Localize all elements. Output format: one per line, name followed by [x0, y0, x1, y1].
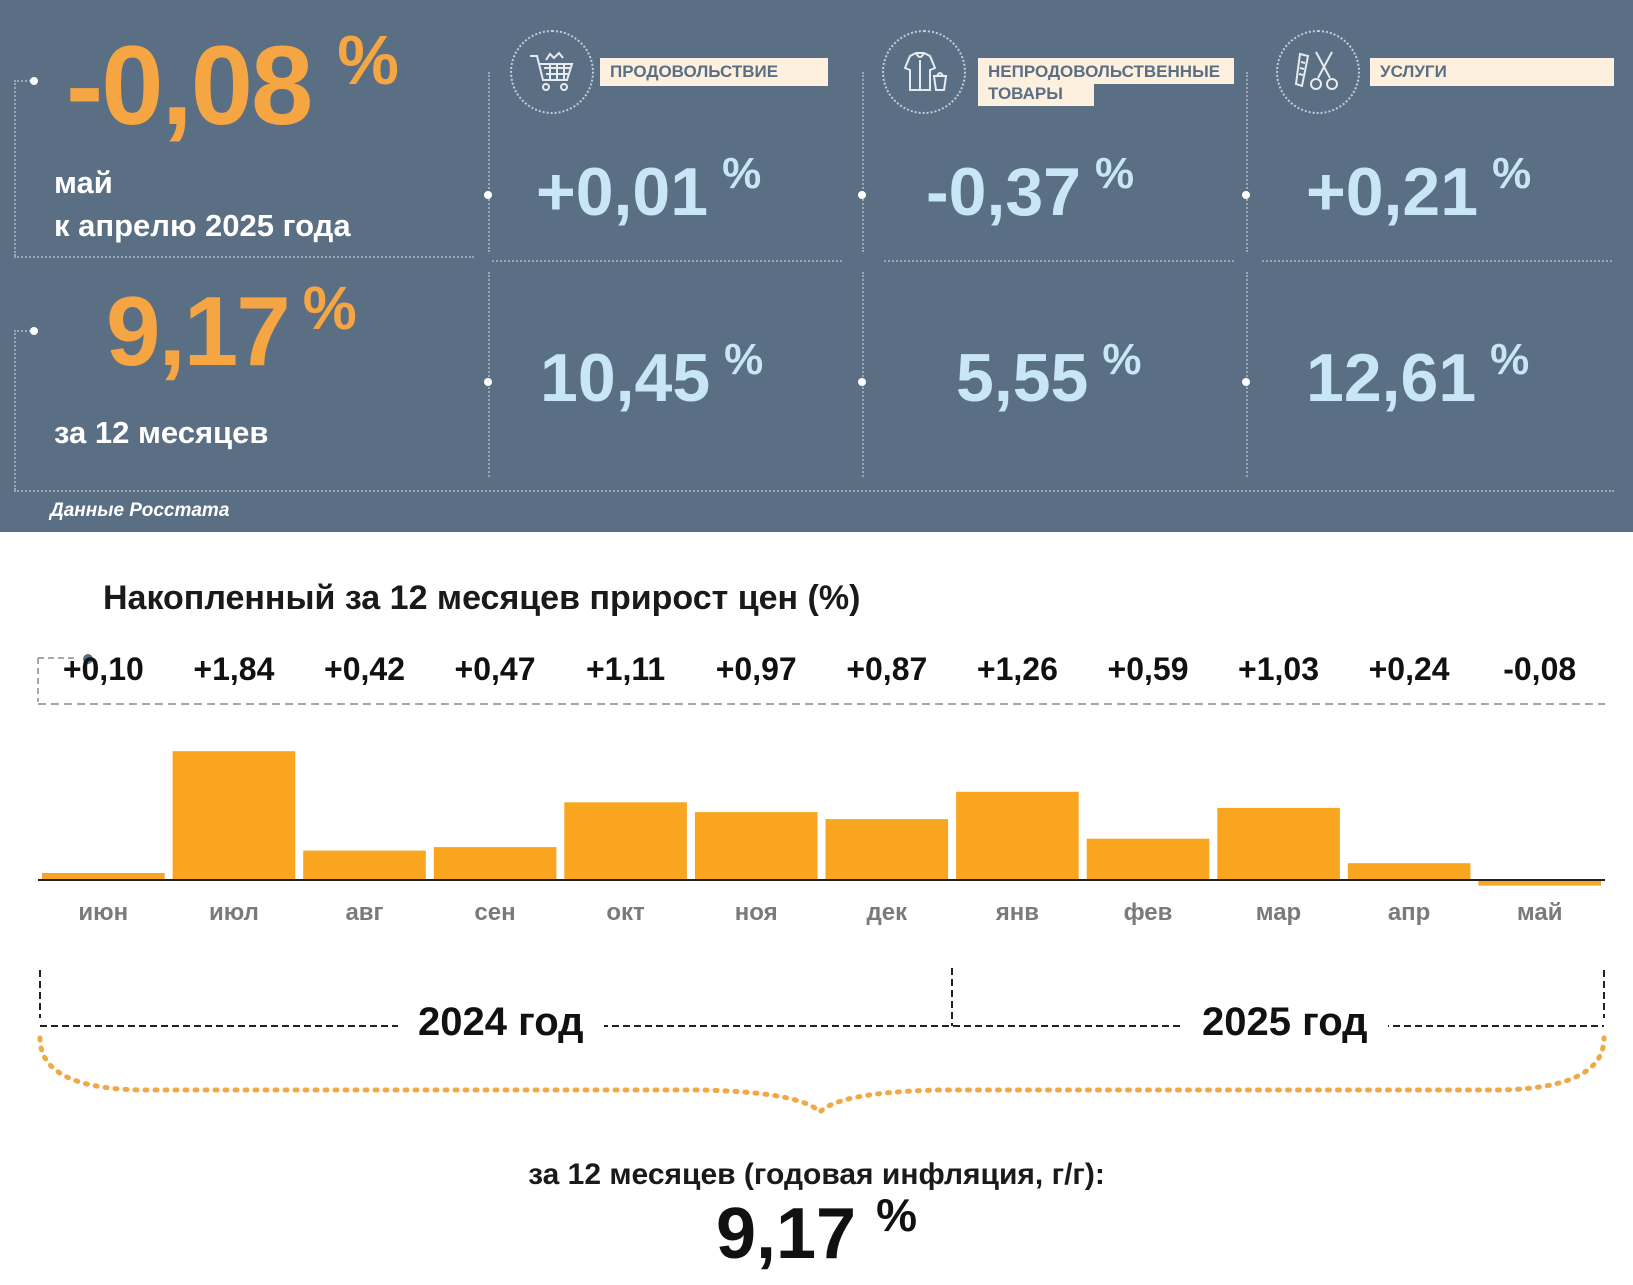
year-bracket-ticks: [39, 968, 1605, 1026]
chart-title: Накопленный за 12 месяцев прирост цен (%…: [103, 579, 861, 617]
monthly-cpi-label: май к апрелю 2025 года: [54, 165, 351, 243]
data-label-дек: +0,87: [846, 651, 927, 687]
tick-label-фев: фев: [1124, 899, 1173, 926]
data-label-июл: +1,84: [193, 651, 274, 687]
tick-label-июл: июл: [209, 899, 259, 926]
marker-dot: [858, 378, 866, 386]
category-label-services: УСЛУГИ: [1370, 58, 1614, 86]
marker-dot: [858, 191, 866, 199]
data-label-июн: +0,10: [63, 651, 144, 687]
marker-dot: [484, 378, 492, 386]
nonfood-annual-value: 5,55%: [956, 335, 1142, 416]
data-label-май: -0,08: [1503, 651, 1576, 687]
bar-июн: [42, 873, 165, 880]
category-label-nonfood-line2: ТОВАРЫ: [978, 80, 1094, 106]
bar-chart: +0,10 июн +1,84 июл +0,42 авг +0,47 сен +1,11 окт…: [37, 651, 1607, 1116]
food-annual-value: 10,45%: [540, 335, 764, 416]
bar-апр: [1347, 863, 1471, 880]
bar-сен: [433, 847, 557, 880]
year-label-2025: 2025 год: [1182, 1000, 1388, 1045]
category-label-food: ПРОДОВОЛЬСТВИЕ: [600, 58, 828, 86]
data-label-мар: +1,03: [1238, 651, 1319, 687]
bar-дек: [825, 819, 949, 880]
services-annual-value: 12,61%: [1306, 335, 1530, 416]
shopping-cart-icon: [510, 30, 594, 114]
divider: [862, 272, 864, 477]
summary-panel: -0,08% май к апрелю 2025 года 9,17% за 1…: [0, 0, 1633, 532]
clothing-icon: [882, 30, 966, 114]
data-label-апр: +0,24: [1369, 651, 1450, 687]
annual-total-label: за 12 месяцев (годовая инфляция, г/г):: [528, 1158, 1105, 1191]
divider: [488, 272, 490, 477]
divider: [492, 260, 842, 262]
monthly-cpi-value: -0,08%: [66, 21, 400, 148]
divider: [1246, 272, 1248, 477]
scissors-comb-icon: [1276, 30, 1360, 114]
bar-ноя: [694, 812, 818, 880]
data-label-окт: +1,11: [586, 651, 665, 687]
divider: [14, 330, 16, 490]
tick-label-янв: янв: [995, 899, 1039, 926]
tick-label-май: май: [1517, 899, 1563, 926]
data-label-сен: +0,47: [455, 651, 536, 687]
divider: [14, 80, 34, 82]
divider: [14, 256, 474, 258]
data-label-ноя: +0,97: [716, 651, 797, 687]
divider: [14, 490, 1614, 492]
bar-янв: [956, 791, 1079, 880]
divider: [862, 72, 864, 252]
tick-label-мар: мар: [1256, 899, 1301, 926]
tick-label-ноя: ноя: [735, 899, 778, 926]
source-note: Данные Росстата: [50, 500, 230, 521]
divider: [14, 330, 34, 332]
data-label-авг: +0,42: [324, 651, 405, 687]
year-label-2024: 2024 год: [398, 1000, 604, 1045]
period-brace: [37, 1035, 1607, 1116]
data-label-янв: +1,26: [977, 651, 1058, 687]
title-dot: [83, 654, 93, 664]
annual-total-value: 9,17%: [715, 1189, 918, 1274]
marker-dot: [30, 77, 38, 85]
tick-label-сен: сен: [474, 899, 515, 926]
bar-окт: [564, 802, 687, 880]
divider: [884, 260, 1234, 262]
data-label-фев: +0,59: [1108, 651, 1189, 687]
services-monthly-value: +0,21%: [1306, 149, 1532, 230]
marker-dot: [484, 191, 492, 199]
bar-мар: [1217, 807, 1340, 880]
annual-cpi-label: за 12 месяцев: [54, 415, 269, 450]
marker-dot: [30, 327, 38, 335]
tick-label-дек: дек: [867, 899, 909, 926]
divider: [1246, 72, 1248, 252]
tick-label-апр: апр: [1388, 899, 1431, 926]
marker-dot: [1242, 378, 1250, 386]
bar-июл: [172, 751, 296, 880]
nonfood-monthly-value: -0,37%: [926, 149, 1135, 230]
bar-фев: [1086, 838, 1210, 880]
tick-label-окт: окт: [606, 899, 645, 926]
divider: [14, 80, 16, 256]
food-monthly-value: +0,01%: [536, 149, 762, 230]
bar-май: [1478, 880, 1601, 886]
tick-label-июн: июн: [78, 899, 128, 926]
divider: [488, 72, 490, 252]
bar-авг: [303, 850, 426, 880]
annual-cpi-value: 9,17%: [106, 274, 357, 386]
category-label-nonfood-line1: НЕПРОДОВОЛЬСТВЕННЫЕ: [978, 58, 1234, 84]
tick-label-авг: авг: [345, 899, 383, 926]
marker-dot: [1242, 191, 1250, 199]
divider: [1262, 260, 1612, 262]
